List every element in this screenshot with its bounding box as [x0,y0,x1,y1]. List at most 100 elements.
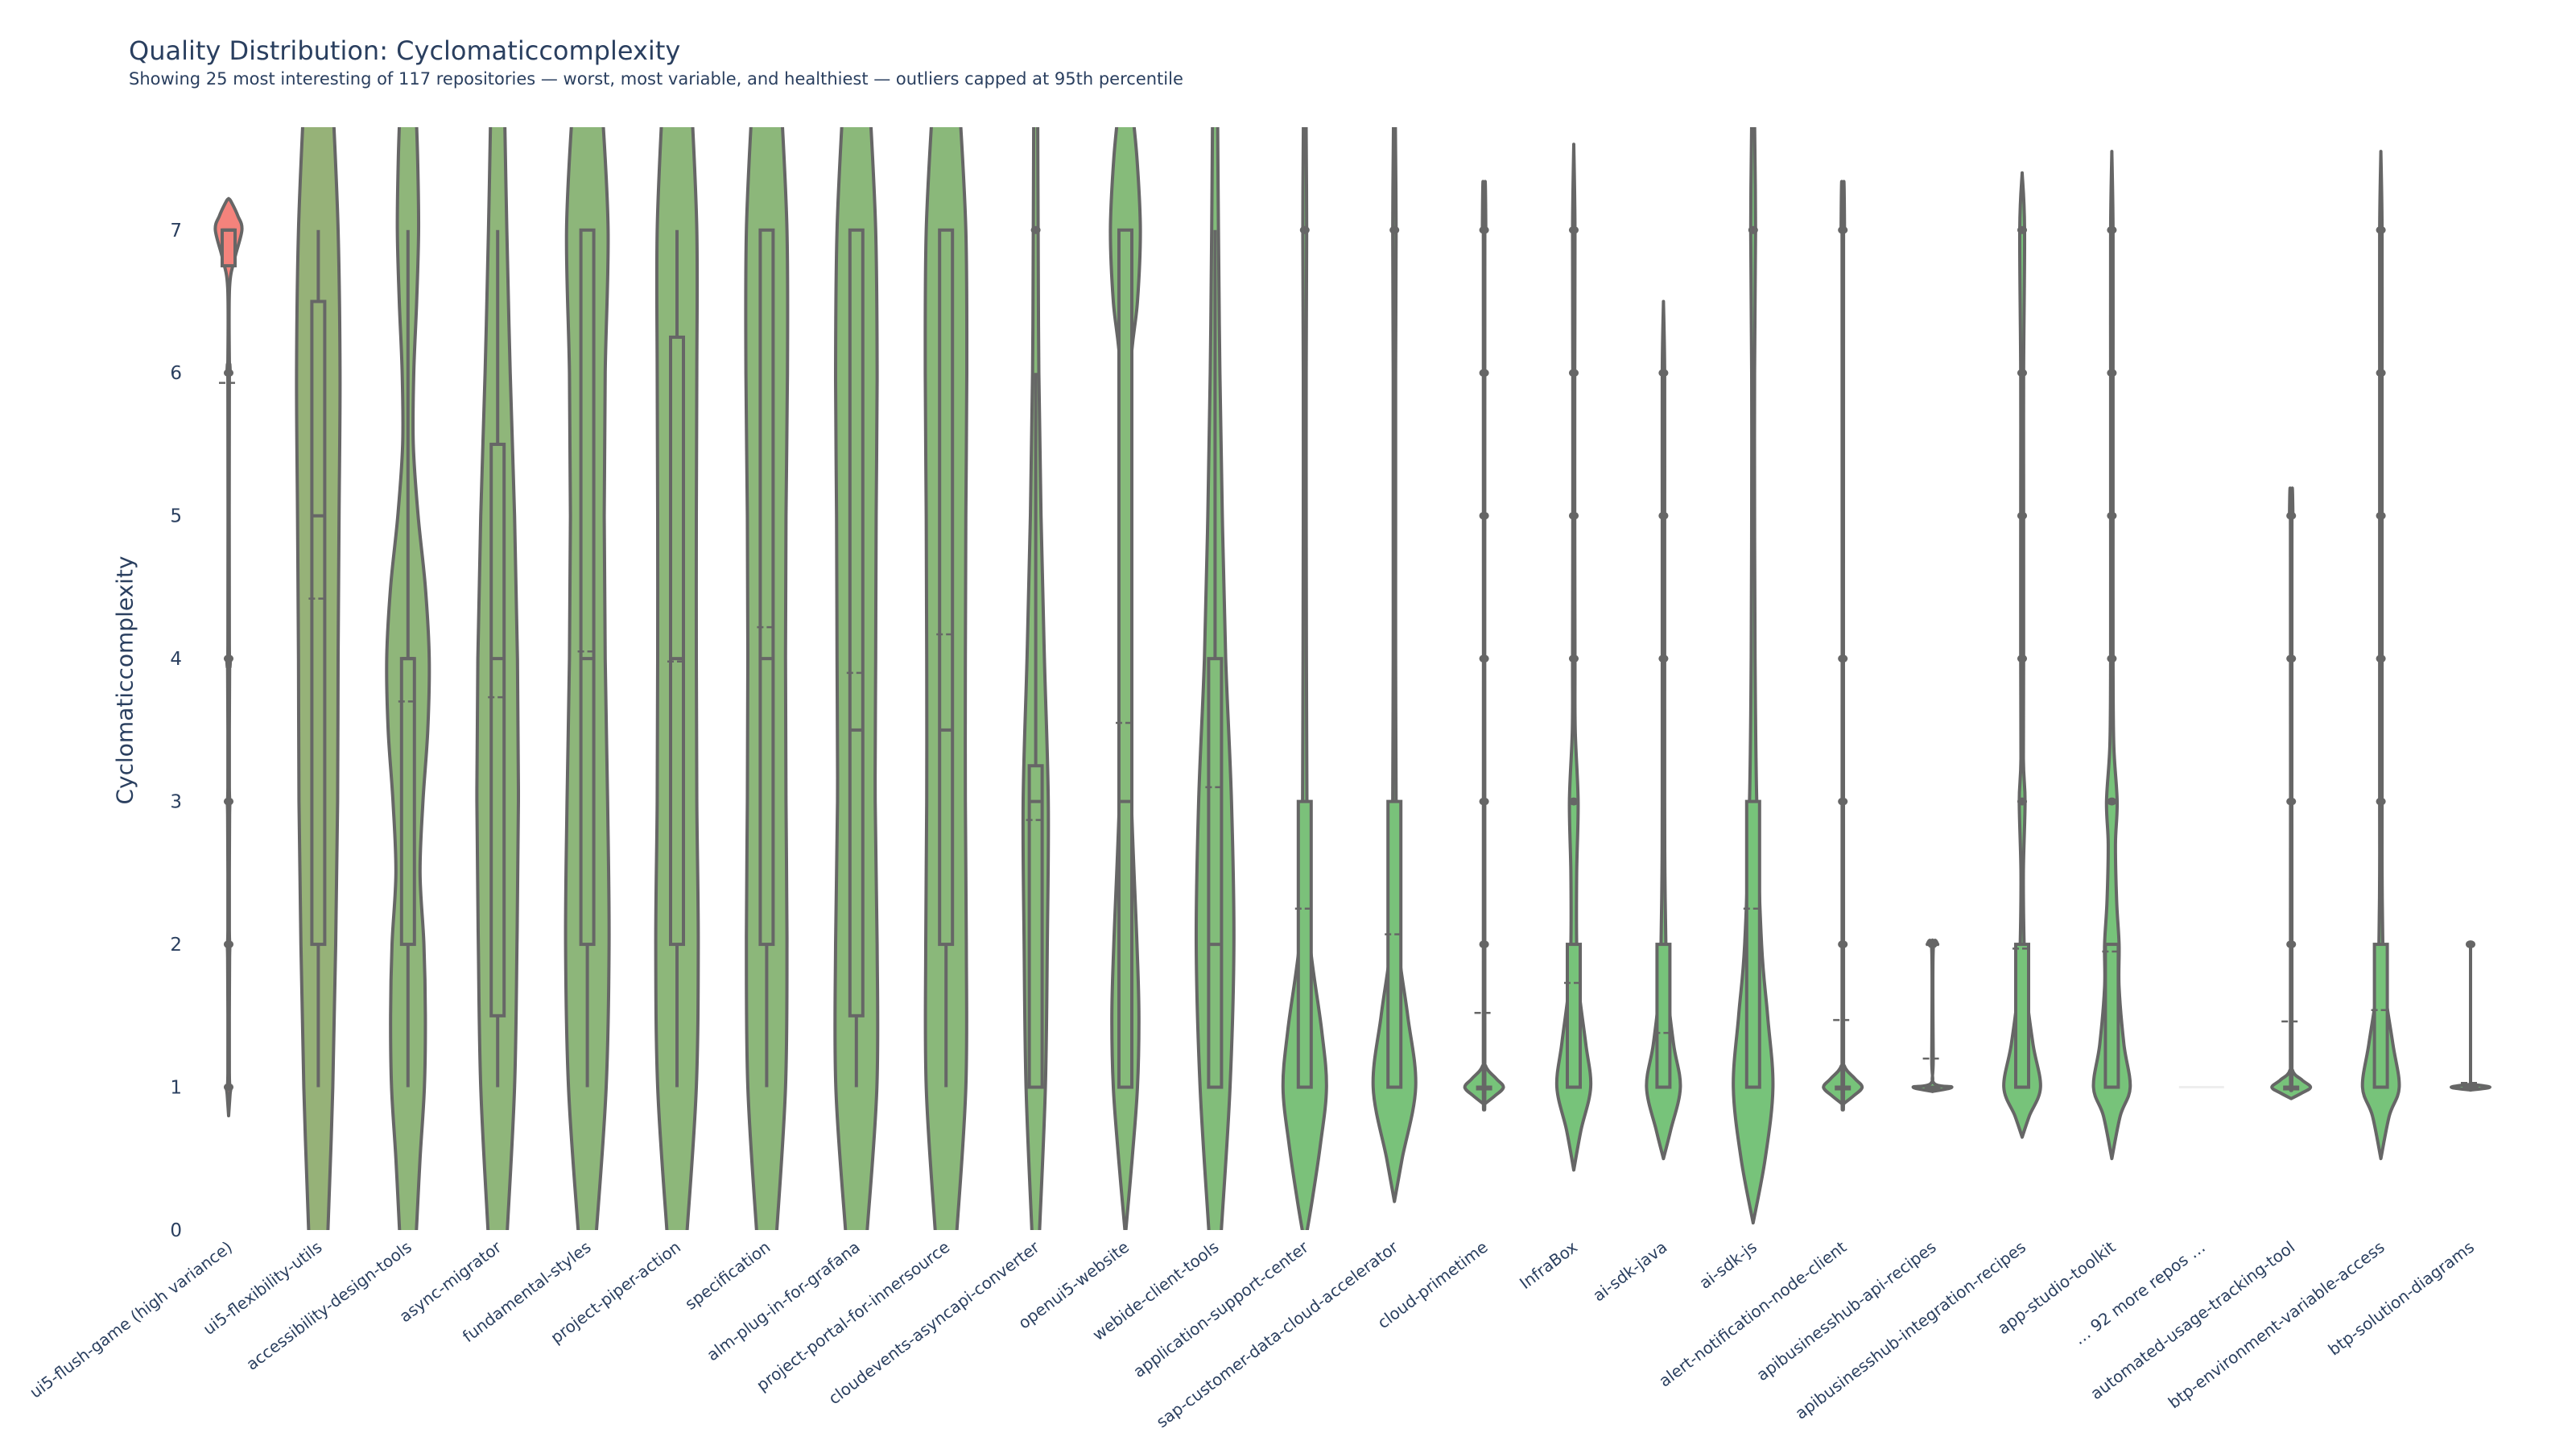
outlier-point [1838,797,1848,806]
x-tick-label: ai-sdk-java [1589,1237,1670,1306]
outlier-point [2017,654,2027,663]
outlier-point [1479,369,1489,378]
violin [1021,127,1051,1230]
iqr-box [1207,657,1224,1089]
violin [2091,150,2132,1161]
outlier-point [1569,797,1579,806]
outlier-point [1479,654,1489,663]
outlier-point [2286,654,2297,663]
outlier-point [1299,225,1310,234]
x-tick-label: ai-sdk-js [1695,1237,1761,1293]
iqr-box [938,228,955,947]
outlier-point [2107,797,2117,806]
violin [213,196,244,1118]
x-tick-label: InfraBox [1516,1237,1581,1293]
outlier-point [1030,225,1041,234]
violin [1554,142,1593,1172]
outlier-point [224,797,233,806]
outlier-point [2107,225,2117,234]
violin [654,127,700,1230]
iqr-box [1117,228,1133,1089]
outlier-point [1838,225,1848,234]
violin [1108,127,1142,1230]
y-tick-label: 7 [170,221,182,242]
outlier-point [2376,369,2386,378]
violin [833,127,880,1230]
iqr-box [1655,943,1672,1089]
violin [2270,486,2313,1100]
iqr-box [1296,799,1313,1089]
outlier-point [224,940,233,949]
outlier-point [1658,654,1669,663]
outlier-point [2376,654,2386,663]
iqr-box [2103,943,2120,1089]
violin-body [1822,180,1864,1112]
x-axis-ticks: ui5-flush-game (high variance)ui5-flexib… [26,1236,2478,1431]
violin [2450,940,2491,1092]
violin [1371,127,1418,1203]
y-tick-label: 2 [170,935,182,956]
y-tick-label: 1 [170,1078,182,1099]
outlier-point [1569,654,1579,663]
x-tick-label: alert-notification-node-client [1655,1237,1850,1391]
violin [1463,180,1505,1112]
outlier-point [2107,511,2117,520]
outlier-point [2017,225,2027,234]
iqr-box [1027,764,1044,1089]
iqr-box [1386,799,1403,1089]
outlier-point [224,1083,233,1092]
iqr-box [310,299,327,947]
outlier-point [2286,511,2297,520]
x-tick-label: alm-plug-in-for-grafana [703,1237,863,1365]
violin [1194,127,1236,1230]
x-tick-label: accessibility-design-tools [242,1237,415,1374]
iqr-box [579,228,596,947]
y-axis-ticks: 0 1 2 3 4 5 6 7 [170,221,182,1241]
violins [213,127,2491,1230]
outlier-point [1658,369,1669,378]
outlier-point [1927,940,1938,949]
outlier-point [1838,940,1848,949]
violin-body [1911,938,1954,1093]
iqr-box [758,228,775,947]
outlier-point [1479,225,1489,234]
violin [744,127,790,1230]
violin [2360,150,2401,1161]
outlier-point [2376,225,2386,234]
outlier-point [1748,225,1758,234]
violin [295,127,342,1230]
iqr-box [2014,943,2030,1089]
violin [564,127,611,1230]
outlier-point [2286,797,2297,806]
x-tick-label: specification [681,1237,774,1314]
violin-body [1463,180,1505,1112]
violin [1732,127,1775,1225]
x-tick-label: btp-solution-diagrams [2325,1237,2479,1360]
outlier-point [1479,511,1489,520]
outlier-point [1479,940,1489,949]
y-tick-label: 6 [170,363,182,384]
outlier-point [1479,797,1489,806]
outlier-point [2286,940,2297,949]
outlier-point [2107,654,2117,663]
outlier-point [1838,654,1848,663]
violin [2002,171,2042,1139]
iqr-box [2372,943,2389,1089]
y-tick-label: 4 [170,649,182,670]
x-tick-label: apibusinesshub-api-recipes [1752,1237,1939,1385]
outlier-point [1569,511,1579,520]
violin [475,127,521,1230]
chart-title: Quality Distribution: Cyclomaticcomplexi… [129,35,681,66]
y-tick-label: 5 [170,506,182,527]
iqr-box [669,335,685,947]
outlier-point [2107,369,2117,378]
outlier-point [2466,940,2475,949]
y-tick-label: 0 [170,1220,182,1241]
violin-body [1732,127,1775,1225]
outlier-point [224,369,233,378]
outlier-point [2017,369,2027,378]
outlier-point [1658,511,1669,520]
violin [923,127,969,1230]
iqr-box [221,228,237,268]
